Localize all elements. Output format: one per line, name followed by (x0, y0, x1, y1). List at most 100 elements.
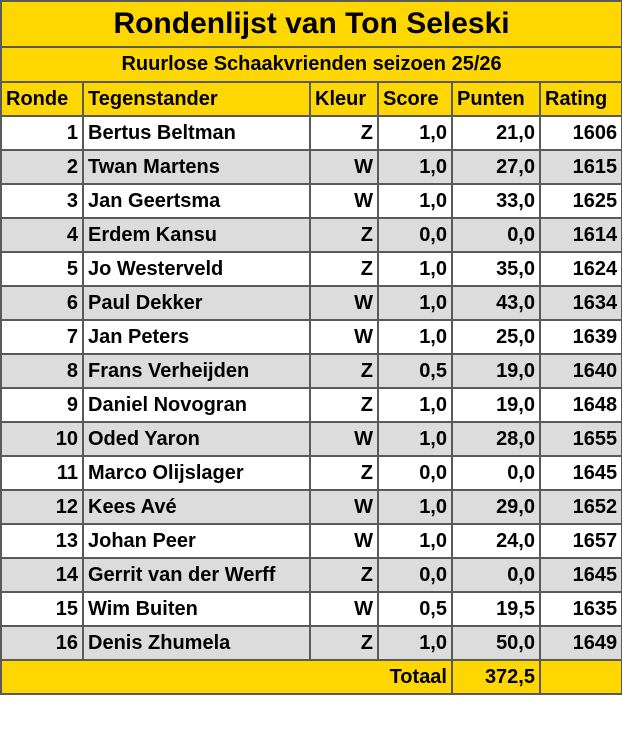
cell-rating: 1635 (538, 591, 622, 627)
cell-score: 0,5 (377, 591, 453, 627)
cell-round: 14 (0, 557, 84, 593)
cell-opponent: Denis Zhumela (82, 625, 311, 661)
table-row: 9 Daniel Novogran Z 1,0 19,0 1648 (0, 387, 622, 423)
cell-rating: 1648 (538, 387, 622, 423)
cell-color: Z (309, 353, 379, 389)
cell-score: 1,0 (377, 387, 453, 423)
cell-opponent: Jan Peters (82, 319, 311, 355)
cell-score: 0,0 (377, 557, 453, 593)
cell-score: 1,0 (377, 319, 453, 355)
table-row: 16 Denis Zhumela Z 1,0 50,0 1649 (0, 625, 622, 661)
table-row: 11 Marco Olijslager Z 0,0 0,0 1645 (0, 455, 622, 491)
round-list-table: Rondenlijst van Ton Seleski Ruurlose Sch… (0, 0, 622, 695)
table-row: 6 Paul Dekker W 1,0 43,0 1634 (0, 285, 622, 321)
cell-score: 0,0 (377, 217, 453, 253)
cell-rating: 1639 (538, 319, 622, 355)
cell-score: 1,0 (377, 115, 453, 151)
cell-round: 13 (0, 523, 84, 559)
cell-round: 9 (0, 387, 84, 423)
cell-points: 33,0 (451, 183, 541, 219)
cell-color: W (309, 523, 379, 559)
cell-round: 8 (0, 353, 84, 389)
cell-opponent: Jo Westerveld (82, 251, 311, 287)
table-row: 3 Jan Geertsma W 1,0 33,0 1625 (0, 183, 622, 219)
cell-opponent: Marco Olijslager (82, 455, 311, 491)
cell-opponent: Jan Geertsma (82, 183, 311, 219)
cell-rating: 1640 (538, 353, 622, 389)
cell-opponent: Wim Buiten (82, 591, 311, 627)
cell-score: 1,0 (377, 285, 453, 321)
cell-round: 15 (0, 591, 84, 627)
cell-points: 0,0 (451, 455, 541, 491)
cell-points: 0,0 (451, 217, 541, 253)
cell-round: 10 (0, 421, 84, 457)
cell-color: W (309, 591, 379, 627)
cell-points: 35,0 (451, 251, 541, 287)
cell-color: W (309, 489, 379, 525)
page-subtitle: Ruurlose Schaakvrienden seizoen 25/26 (0, 46, 622, 83)
cell-round: 6 (0, 285, 84, 321)
cell-rating: 1606 (538, 115, 622, 151)
cell-color: Z (309, 625, 379, 661)
cell-rating: 1655 (538, 421, 622, 457)
cell-color: W (309, 149, 379, 185)
cell-color: Z (309, 557, 379, 593)
cell-rating: 1624 (538, 251, 622, 287)
table-row: 2 Twan Martens W 1,0 27,0 1615 (0, 149, 622, 185)
table-row: 15 Wim Buiten W 0,5 19,5 1635 (0, 591, 622, 627)
cell-rating: 1645 (538, 557, 622, 593)
total-value: 372,5 (451, 659, 541, 695)
table-row: 14 Gerrit van der Werff Z 0,0 0,0 1645 (0, 557, 622, 593)
cell-round: 3 (0, 183, 84, 219)
cell-color: W (309, 319, 379, 355)
cell-color: W (309, 183, 379, 219)
cell-color: W (309, 285, 379, 321)
column-header-tegenstander: Tegenstander (82, 81, 311, 117)
cell-points: 43,0 (451, 285, 541, 321)
cell-points: 50,0 (451, 625, 541, 661)
cell-points: 28,0 (451, 421, 541, 457)
total-empty-cell (538, 659, 622, 695)
cell-color: Z (309, 455, 379, 491)
cell-rating: 1652 (538, 489, 622, 525)
cell-rating: 1625 (538, 183, 622, 219)
cell-round: 5 (0, 251, 84, 287)
cell-opponent: Erdem Kansu (82, 217, 311, 253)
cell-round: 2 (0, 149, 84, 185)
cell-rating: 1634 (538, 285, 622, 321)
cell-points: 19,5 (451, 591, 541, 627)
cell-points: 25,0 (451, 319, 541, 355)
cell-rating: 1614 (538, 217, 622, 253)
cell-opponent: Bertus Beltman (82, 115, 311, 151)
cell-round: 1 (0, 115, 84, 151)
cell-points: 21,0 (451, 115, 541, 151)
cell-score: 0,5 (377, 353, 453, 389)
cell-points: 19,0 (451, 353, 541, 389)
cell-rating: 1615 (538, 149, 622, 185)
cell-color: Z (309, 217, 379, 253)
column-header-kleur: Kleur (309, 81, 379, 117)
cell-color: W (309, 421, 379, 457)
cell-points: 29,0 (451, 489, 541, 525)
table-row: 5 Jo Westerveld Z 1,0 35,0 1624 (0, 251, 622, 287)
cell-score: 1,0 (377, 625, 453, 661)
cell-rating: 1649 (538, 625, 622, 661)
cell-score: 0,0 (377, 455, 453, 491)
column-header-ronde: Ronde (0, 81, 84, 117)
total-row: Totaal 372,5 (0, 659, 622, 695)
cell-round: 7 (0, 319, 84, 355)
column-header-punten: Punten (451, 81, 541, 117)
cell-score: 1,0 (377, 251, 453, 287)
cell-color: Z (309, 251, 379, 287)
cell-score: 1,0 (377, 523, 453, 559)
table-row: 4 Erdem Kansu Z 0,0 0,0 1614 (0, 217, 622, 253)
table-row: 10 Oded Yaron W 1,0 28,0 1655 (0, 421, 622, 457)
total-label: Totaal (0, 659, 453, 695)
cell-color: Z (309, 387, 379, 423)
cell-score: 1,0 (377, 183, 453, 219)
cell-opponent: Paul Dekker (82, 285, 311, 321)
cell-score: 1,0 (377, 421, 453, 457)
table-row: 1 Bertus Beltman Z 1,0 21,0 1606 (0, 115, 622, 151)
cell-opponent: Twan Martens (82, 149, 311, 185)
cell-rating: 1657 (538, 523, 622, 559)
